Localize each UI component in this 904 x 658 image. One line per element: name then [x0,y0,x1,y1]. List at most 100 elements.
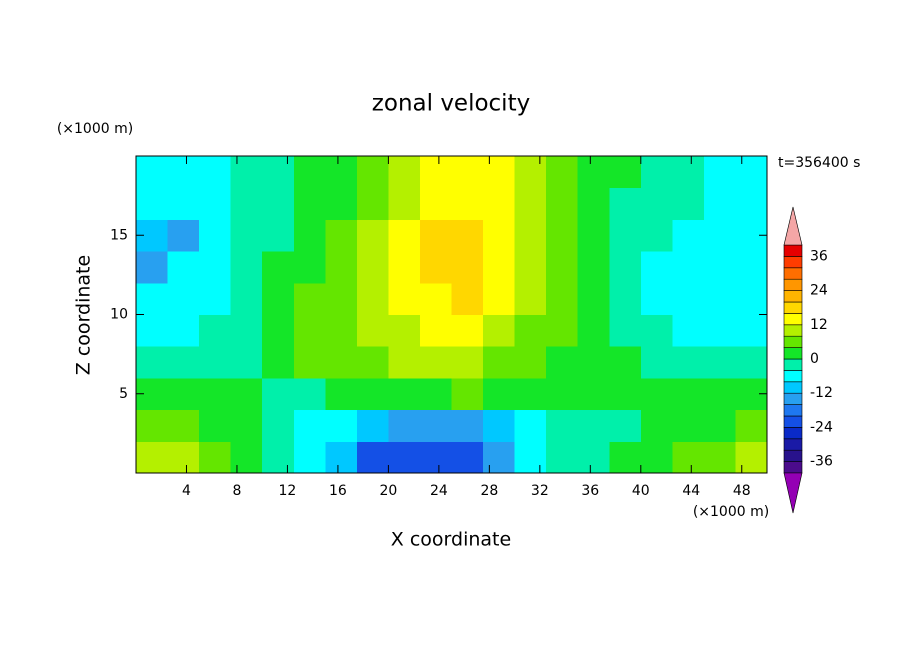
contour-cell [199,409,232,442]
colorbar-box [783,278,803,291]
colorbar-box [783,358,803,371]
contour-cell [199,187,232,220]
contour-cell [325,156,358,189]
colorbar-tick-label: -36 [810,454,833,470]
x-unit: (×1000 m) [693,504,769,520]
contour-cell [546,409,579,442]
contour-cell [293,251,326,284]
contour-cell [577,219,610,252]
contour-cell [419,409,452,442]
contour-cell [514,219,547,252]
contour-cell [609,187,642,220]
contour-cell [356,187,389,220]
contour-cell [546,187,579,220]
contour-cell [293,156,326,189]
contour-cell [199,251,232,284]
contour-cell [451,441,484,474]
contour-cell [735,156,768,189]
contour-cell [356,219,389,252]
contour-cell [703,377,736,411]
contour-cell [640,377,673,411]
contour-cell [451,409,484,442]
contour-cell [356,346,389,379]
contour-cell [230,219,263,252]
contour-cell [546,156,579,189]
contour-cell [703,409,736,442]
contour-cell [703,282,736,315]
contour-cell [609,346,642,379]
contour-cell [199,346,232,379]
contour-cell [356,314,389,347]
x-tick-label: 12 [279,483,297,499]
contour-cell [577,251,610,284]
contour-cell [388,251,421,284]
contour-cell [325,314,358,347]
x-tick-label: 8 [232,483,241,499]
contour-cell [451,156,484,189]
colorbar-tick-label: 36 [810,248,828,264]
contour-cell [703,314,736,347]
x-tick-label: 4 [182,483,191,499]
colorbar-tick-label: 0 [810,351,819,367]
contour-cell [451,377,484,411]
contour-cell [325,409,358,442]
contour-cell [262,219,295,252]
colorbar-under [783,472,803,514]
contour-cell [514,251,547,284]
contour-cell [356,441,389,474]
contour-cell [735,251,768,284]
contour-cell [735,187,768,220]
contour-cell [672,314,705,347]
y-axis-label: Z coordinate [73,255,95,375]
contour-cell [451,187,484,220]
contour-cell [230,409,263,442]
contour-cell [230,251,263,284]
contour-cell [609,156,642,189]
contour-cell [546,219,579,252]
contour-cell [356,409,389,442]
contour-cell [136,409,169,442]
contour-cell [483,156,516,189]
contour-cell [419,156,452,189]
contour-cell [419,346,452,379]
contour-cell [577,282,610,315]
contour-cell [609,409,642,442]
y-tick-label: 15 [110,227,128,243]
contour-cell [199,377,232,411]
contour-cell [735,409,768,442]
contour-cell [388,187,421,220]
contour-cell [167,282,200,315]
contour-cell [419,251,452,284]
contour-cell [577,187,610,220]
colorbar-box [783,244,803,257]
contour-cell [325,346,358,379]
contour-cell [199,441,232,474]
contour-cell [609,282,642,315]
contour-cell [419,441,452,474]
colorbar-box [783,313,803,326]
contour-cell [167,251,200,284]
y-tick-label: 5 [119,386,128,402]
contour-cell [672,441,705,474]
contour-cell [167,409,200,442]
contour-cell [703,219,736,252]
contour-cell [293,187,326,220]
contour-cell [577,346,610,379]
contour-cell [703,441,736,474]
contour-cell [483,409,516,442]
contour-cell [546,314,579,347]
contour-cell [230,346,263,379]
contour-cell [419,377,452,411]
colorbar-box [783,290,803,303]
contour-cell [672,187,705,220]
contour-cell [514,156,547,189]
contour-cell [640,409,673,442]
contour-cell [672,409,705,442]
x-tick-label: 16 [329,483,347,499]
contour-cell [735,282,768,315]
contour-cell [735,314,768,347]
contour-cell [609,377,642,411]
contour-cell [483,377,516,411]
